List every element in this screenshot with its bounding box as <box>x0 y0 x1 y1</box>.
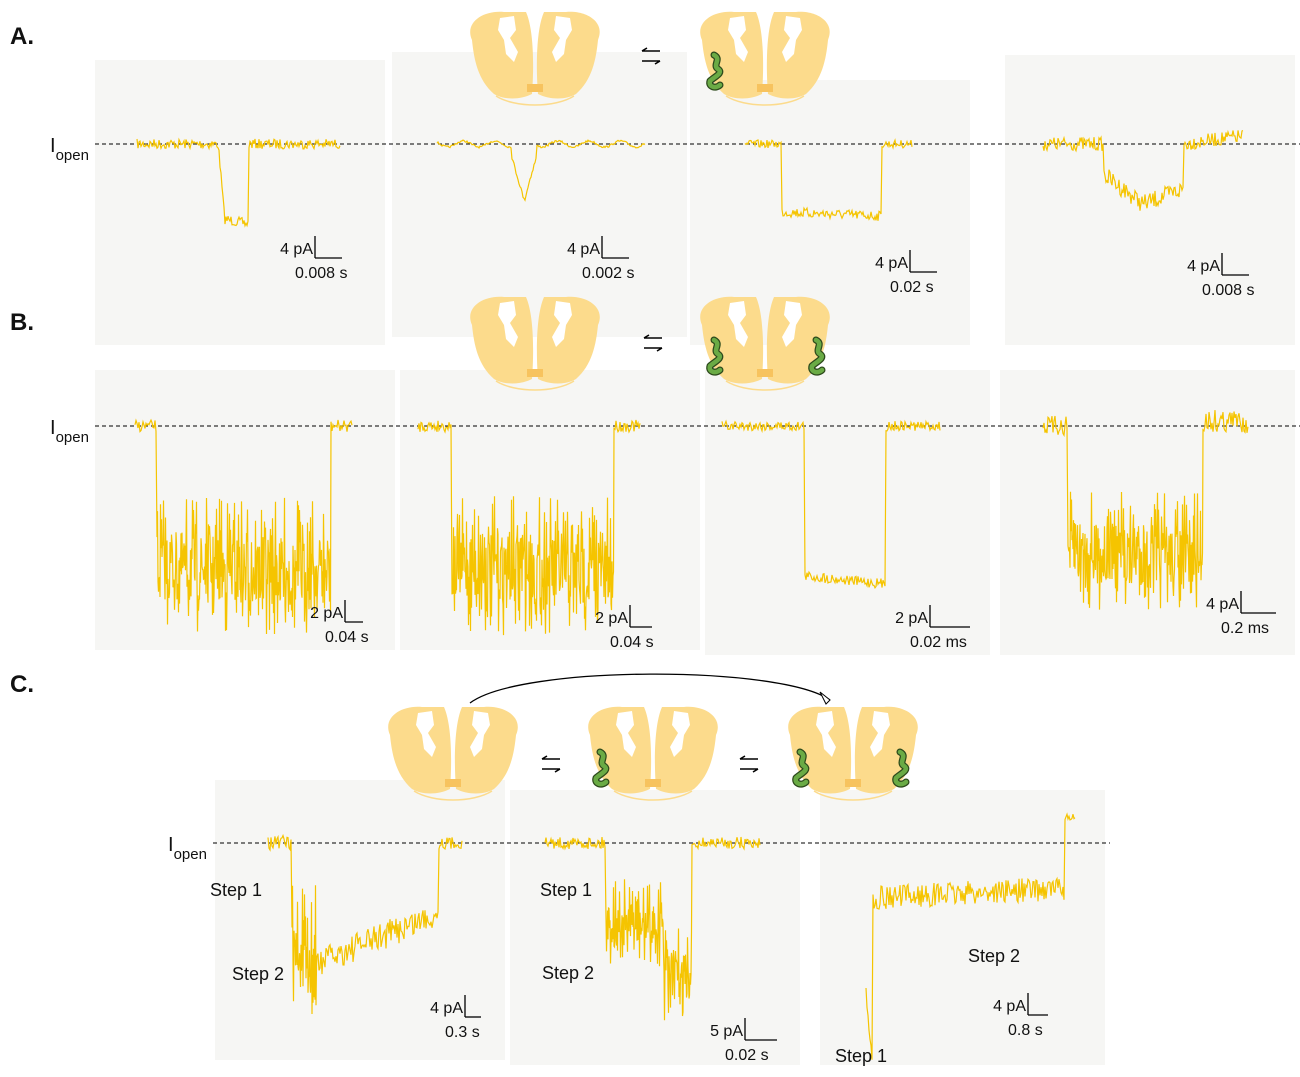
current-trace <box>744 138 913 222</box>
step-label: Step 2 <box>232 964 284 984</box>
backgrounds <box>95 52 1295 1065</box>
current-trace <box>417 419 641 636</box>
scale-current: 4 pA <box>875 255 908 272</box>
step-label: Step 2 <box>542 963 594 983</box>
scale-time: 0.02 s <box>890 279 934 296</box>
current-trace <box>1042 410 1249 610</box>
step-label: Step 1 <box>835 1046 887 1066</box>
step-label: Step 2 <box>968 946 1020 966</box>
scale-time: 0.008 s <box>1202 282 1254 299</box>
panel: C. Iopen 4 pA 0.3 s Step 1 Step 2 5 pA 0.02 s St… <box>10 671 1110 1066</box>
open-current-symbol: I <box>50 135 56 157</box>
open-current-label: Iopen <box>50 417 89 446</box>
scale-current: 4 pA <box>430 1000 463 1017</box>
scale-current: 4 pA <box>567 241 600 258</box>
scale-time: 0.04 s <box>610 634 654 651</box>
scale-current: 4 pA <box>1206 596 1239 613</box>
panel-label: C. <box>10 671 34 698</box>
current-trace <box>544 836 761 1021</box>
scale-current: 2 pA <box>310 605 343 622</box>
current-trace <box>134 418 353 635</box>
scale-current: 4 pA <box>280 241 313 258</box>
step-label: Step 1 <box>210 880 262 900</box>
current-trace <box>136 137 341 228</box>
scale-time: 0.2 ms <box>1221 620 1269 637</box>
scale-time: 0.002 s <box>582 265 634 282</box>
open-current-label: Iopen <box>50 135 89 164</box>
scale-time: 0.3 s <box>445 1024 480 1041</box>
open-current-symbol: I <box>50 417 56 439</box>
scale-current: 2 pA <box>895 610 928 627</box>
scale-time: 0.04 s <box>325 629 369 646</box>
channel-icons <box>387 11 919 801</box>
panel-label: A. <box>10 23 34 50</box>
open-current-subscript: open <box>174 846 207 863</box>
current-trace <box>721 419 941 589</box>
open-current-subscript: open <box>56 147 89 164</box>
panel: B. Iopen 2 pA 0.04 s 2 pA 0.04 s 2 pA 0.02 ms 4 … <box>10 309 1300 651</box>
scale-time: 0.02 s <box>725 1047 769 1064</box>
panel-label: B. <box>10 309 34 336</box>
open-current-label: Iopen <box>168 834 207 863</box>
panel: A. Iopen 4 pA 0.008 s 4 pA 0.002 s 4 pA 0.02 s 4… <box>10 23 1300 299</box>
current-trace <box>436 139 646 202</box>
scale-current: 4 pA <box>1187 258 1220 275</box>
scale-current: 5 pA <box>710 1023 743 1040</box>
open-current-symbol: I <box>168 834 174 856</box>
scale-current: 4 pA <box>993 998 1026 1015</box>
current-trace <box>1042 129 1244 211</box>
scale-time: 0.8 s <box>1008 1022 1043 1039</box>
step-label: Step 1 <box>540 880 592 900</box>
open-current-subscript: open <box>56 429 89 446</box>
scale-time: 0.008 s <box>295 265 347 282</box>
scale-current: 2 pA <box>595 610 628 627</box>
current-trace <box>267 833 463 1015</box>
scale-time: 0.02 ms <box>910 634 967 651</box>
current-trace <box>865 812 1076 1060</box>
